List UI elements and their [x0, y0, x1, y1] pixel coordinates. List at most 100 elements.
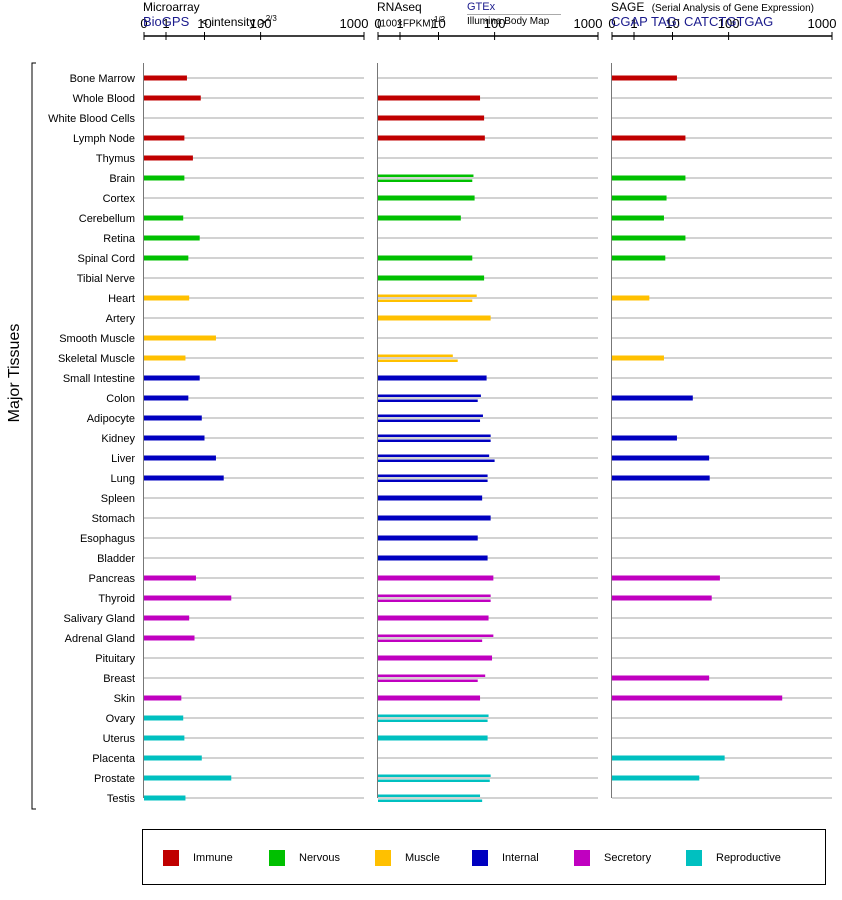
rnaseq-unit-text: (100×FPKM)	[377, 18, 434, 30]
microarray-bar	[144, 75, 187, 81]
tissue-label: White Blood Cells	[48, 113, 135, 125]
sage-tag-link[interactable]: CGAP TAG: CATCTGTGAG	[611, 14, 774, 29]
tissue-label: Prostate	[94, 773, 135, 785]
legend-item-secretory: Secretory	[574, 850, 651, 866]
tissue-label: Salivary Gland	[63, 613, 135, 625]
rnaseq-unit: (100×FPKM)1/2	[377, 16, 445, 29]
legend-label: Reproductive	[716, 852, 781, 864]
rnaseq-bar	[378, 474, 488, 477]
sage-bar	[612, 215, 664, 221]
rnaseq-title: RNAseq	[377, 0, 422, 14]
rnaseq-tick-label: 10	[431, 16, 445, 31]
tissue-label: Spinal Cord	[78, 253, 135, 265]
legend-item-nervous: Nervous	[269, 850, 340, 866]
microarray-bar	[144, 795, 186, 801]
microarray-bar	[144, 575, 196, 581]
rnaseq-bar	[378, 719, 488, 722]
sage-bar	[612, 75, 677, 81]
sage-bar	[612, 595, 712, 601]
microarray-bar	[144, 335, 216, 341]
sage-bar	[612, 395, 693, 401]
sage-bar	[612, 355, 664, 361]
sage-bar	[612, 235, 686, 241]
tissue-label: Skeletal Muscle	[58, 353, 135, 365]
rnaseq-bar	[378, 454, 490, 457]
sage-subtitle: (Serial Analysis of Gene Expression)	[651, 3, 814, 14]
rnaseq-bar	[378, 195, 475, 201]
tissue-label: Tibial Nerve	[77, 273, 135, 285]
sage-tick-label: 100	[718, 16, 740, 31]
microarray-bar	[144, 435, 205, 441]
rnaseq-bar	[378, 354, 453, 357]
rnaseq-bar	[378, 179, 473, 182]
sage-bar	[612, 575, 720, 581]
rnaseq-bar	[378, 714, 489, 717]
sage-tick-label: 10	[665, 16, 679, 31]
rnaseq-bar	[378, 794, 481, 797]
tissue-label: Colon	[106, 393, 135, 405]
microarray-bar	[144, 155, 193, 161]
microarray-source-link[interactable]: BioGPS	[143, 14, 190, 29]
legend-swatch	[472, 850, 488, 866]
rnaseq-bar	[378, 394, 481, 397]
tissue-label: Liver	[111, 453, 135, 465]
microarray-bar	[144, 175, 185, 181]
sage-tick-label: 1	[630, 16, 637, 31]
major-tissues-axis-label: Major Tissues	[6, 324, 23, 423]
tissue-label: Retina	[103, 233, 136, 245]
microarray-bar	[144, 695, 182, 701]
legend-label: Muscle	[405, 852, 440, 864]
legend-swatch	[574, 850, 590, 866]
rnaseq-bar	[378, 515, 491, 521]
microarray-title: Microarray	[143, 0, 200, 14]
microarray-bar	[144, 415, 202, 421]
microarray-tick-label: 100	[250, 16, 272, 31]
tissue-label: Adrenal Gland	[65, 633, 135, 645]
rnaseq-bar	[378, 555, 488, 561]
tissue-label: Thymus	[96, 153, 136, 165]
microarray-bar	[144, 235, 200, 241]
rnaseq-bar	[378, 315, 491, 321]
legend-label: Internal	[502, 852, 539, 864]
tissue-label: Pituitary	[95, 653, 135, 665]
rnaseq-bar	[378, 135, 485, 141]
rnaseq-bar	[378, 679, 478, 682]
rnaseq-bar	[378, 779, 490, 782]
sage-bar	[612, 175, 686, 181]
microarray-tick-label: 0	[140, 16, 147, 31]
rnaseq-bar	[378, 275, 485, 281]
microarray-tick-label: 1000	[340, 16, 369, 31]
microarray-unit-exponent: 2/3	[265, 14, 277, 23]
tissue-label: Thyroid	[98, 593, 135, 605]
tissue-label: Kidney	[101, 433, 135, 445]
microarray-bar	[144, 355, 186, 361]
tissue-label: Lung	[111, 473, 135, 485]
sage-bar	[612, 775, 700, 781]
rnaseq-bar	[378, 95, 481, 101]
rnaseq-tick-label: 0	[374, 16, 381, 31]
sage-bar	[612, 475, 710, 481]
legend-item-immune: Immune	[163, 850, 233, 866]
rnaseq-bar	[378, 255, 473, 261]
sage-tick-label: 0	[608, 16, 615, 31]
microarray-bar	[144, 255, 189, 261]
rnaseq-bar	[378, 299, 473, 302]
microarray-bar	[144, 375, 200, 381]
tissue-label: Breast	[103, 673, 135, 685]
gtex-source-link[interactable]: GTEx	[467, 2, 561, 15]
legend-swatch	[375, 850, 391, 866]
sage-title-text: SAGE	[611, 0, 645, 14]
sage-bar	[612, 755, 725, 761]
sage-bar	[612, 195, 667, 201]
rnaseq-tick-label: 100	[484, 16, 506, 31]
rnaseq-bar	[378, 375, 487, 381]
legend: Immune Nervous Muscle Internal Secretory Repr…	[142, 829, 826, 885]
tissue-label: Small Intestine	[63, 373, 135, 385]
rnaseq-bar	[378, 439, 491, 442]
illumina-source-link[interactable]: Illumina Body Map	[467, 16, 550, 27]
sage-bar	[612, 255, 666, 261]
legend-swatch	[686, 850, 702, 866]
sage-tick-label: 1000	[808, 16, 837, 31]
tissue-label: Stomach	[92, 513, 135, 525]
rnaseq-unit-exponent: 1/2	[433, 15, 446, 24]
